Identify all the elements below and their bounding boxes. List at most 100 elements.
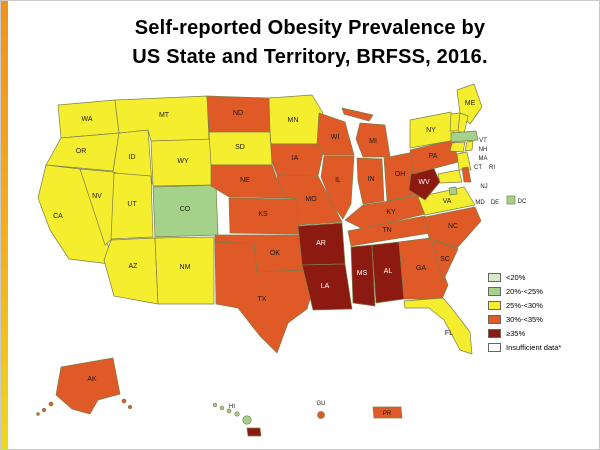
region-UT: UT bbox=[110, 172, 154, 240]
region-label-MI: MI bbox=[369, 138, 377, 145]
region-NC: NC bbox=[424, 206, 482, 249]
region-DE: DE bbox=[461, 166, 499, 206]
region-shape-HI bbox=[212, 402, 218, 408]
region-label-MN: MN bbox=[288, 117, 299, 124]
region-shape-MA bbox=[450, 130, 479, 143]
region-label-WA: WA bbox=[81, 116, 92, 123]
region-shape-LA bbox=[301, 263, 353, 311]
region-label-NM: NM bbox=[180, 264, 191, 271]
region-label-HI: HI bbox=[229, 404, 235, 410]
region-IN: IN bbox=[356, 157, 385, 205]
region-shape-AK bbox=[55, 357, 121, 415]
region-shape-RI bbox=[464, 140, 474, 152]
legend: <20% 20%-<25% 25%-<30% 30%-<35% ≥35% Insuffic… bbox=[488, 273, 561, 357]
legend-swatch-c25_30 bbox=[488, 301, 501, 310]
region-label-WY: WY bbox=[177, 158, 189, 165]
region-shape-HI bbox=[219, 405, 225, 411]
region-shape-NC bbox=[424, 206, 482, 249]
region-label-WV: WV bbox=[418, 179, 430, 186]
region-SD: SD bbox=[208, 131, 273, 166]
region-label-KS: KS bbox=[258, 211, 268, 218]
region-shape-HI bbox=[242, 415, 252, 425]
region-shape-MO bbox=[276, 174, 343, 226]
region-shape-AK bbox=[48, 401, 54, 407]
map-title-line2: US State and Territory, BRFSS, 2016. bbox=[132, 46, 488, 68]
region-SC: SC bbox=[430, 238, 459, 282]
region-shape-IN bbox=[356, 157, 385, 205]
region-shape-FL bbox=[403, 297, 473, 355]
region-label-DC: DC bbox=[518, 199, 527, 205]
legend-label-c25_30: 25%-<30% bbox=[506, 301, 543, 310]
region-shape-AK bbox=[41, 407, 47, 413]
region-shape-SC bbox=[430, 238, 459, 282]
region-LA: LA bbox=[301, 263, 353, 311]
legend-row-c30_35: 30%-<35% bbox=[488, 315, 561, 324]
region-shape-DC bbox=[448, 186, 458, 196]
region-shape-AK bbox=[121, 398, 127, 404]
legend-label-c20_25: 20%-<25% bbox=[506, 287, 543, 296]
region-WY: WY bbox=[150, 138, 217, 187]
region-label-NE: NE bbox=[240, 177, 250, 184]
region-CO: CO bbox=[152, 184, 219, 238]
region-label-DE: DE bbox=[491, 200, 499, 206]
region-MA: MA bbox=[450, 130, 488, 162]
map-title: Self-reported Obesity Prevalence by US S… bbox=[41, 14, 579, 72]
region-label-MO: MO bbox=[305, 196, 317, 203]
legend-swatch-lt20 bbox=[488, 273, 501, 282]
region-label-TX: TX bbox=[258, 296, 267, 303]
region-label-NJ: NJ bbox=[480, 184, 487, 190]
region-label-OH: OH bbox=[395, 171, 406, 178]
region-shape-VA bbox=[417, 186, 476, 216]
region-NJ: NJ bbox=[456, 151, 488, 190]
region-MI: MI bbox=[341, 107, 391, 158]
region-TX: TX bbox=[214, 241, 315, 354]
region-label-OR: OR bbox=[76, 148, 87, 155]
region-IA: IA bbox=[270, 143, 324, 177]
region-shape-CT bbox=[449, 141, 466, 153]
region-label-UT: UT bbox=[127, 201, 137, 208]
legend-row-c20_25: 20%-<25% bbox=[488, 287, 561, 296]
callout-swatch-DC bbox=[506, 195, 516, 205]
region-FL: FL bbox=[403, 297, 473, 355]
region-PR: PR bbox=[372, 406, 403, 419]
region-label-PR: PR bbox=[383, 411, 392, 417]
region-shape-AZ bbox=[103, 237, 159, 305]
region-shape-MD bbox=[437, 169, 463, 184]
region-label-FL: FL bbox=[445, 330, 453, 337]
legend-label-c30_35: 30%-<35% bbox=[506, 315, 543, 324]
left-accent-bar bbox=[1, 1, 8, 449]
legend-swatch-ge35 bbox=[488, 329, 501, 338]
legend-row-c25_30: 25%-<30% bbox=[488, 301, 561, 310]
region-ND: ND bbox=[206, 95, 271, 133]
region-MN: MN bbox=[268, 94, 324, 145]
region-shape-GU bbox=[317, 411, 325, 419]
region-label-IN: IN bbox=[368, 176, 375, 183]
region-label-VT: VT bbox=[479, 138, 487, 144]
region-shape-NH bbox=[457, 112, 469, 135]
region-label-GU: GU bbox=[317, 401, 326, 407]
region-label-OK: OK bbox=[270, 250, 280, 257]
region-shape-MI bbox=[355, 122, 391, 158]
region-AR: AR bbox=[297, 222, 346, 266]
region-label-RI: RI bbox=[489, 165, 495, 171]
region-label-NY: NY bbox=[426, 127, 436, 134]
map-title-line1: Self-reported Obesity Prevalence by bbox=[134, 17, 486, 39]
region-label-MA: MA bbox=[479, 156, 488, 162]
region-label-IA: IA bbox=[292, 155, 299, 162]
region-label-MS: MS bbox=[357, 270, 368, 277]
region-shape-NJ bbox=[456, 151, 472, 171]
region-MS: MS bbox=[350, 244, 376, 307]
region-label-ND: ND bbox=[233, 110, 243, 117]
legend-row-ge35: ≥35% bbox=[488, 329, 561, 338]
region-KS: KS bbox=[228, 197, 300, 235]
legend-label-ge35: ≥35% bbox=[506, 329, 526, 338]
region-shape-AK bbox=[36, 412, 40, 416]
region-label-VA: VA bbox=[443, 198, 452, 205]
region-MD: MD bbox=[437, 169, 485, 206]
region-IL: IL bbox=[320, 155, 355, 220]
region-WA: WA bbox=[57, 99, 120, 139]
region-label-ME: ME bbox=[465, 100, 476, 107]
region-shape-HI bbox=[234, 411, 240, 417]
region-label-KY: KY bbox=[386, 209, 396, 216]
